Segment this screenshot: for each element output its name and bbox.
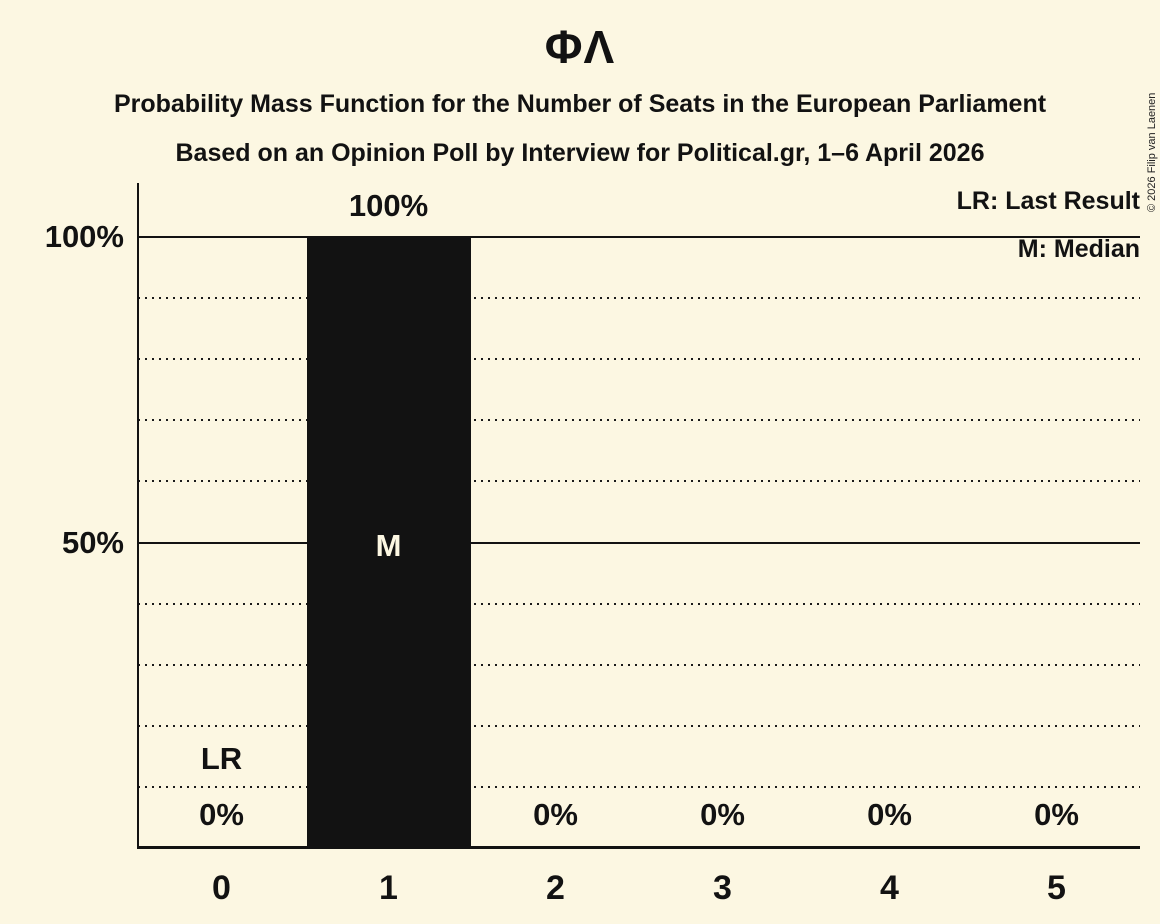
gridline-70pct <box>138 419 1140 421</box>
last-result-marker: LR <box>200 741 243 776</box>
copyright-notice: © 2026 Filip van Laenen <box>1146 92 1158 212</box>
x-tick-1: 1 <box>379 869 398 907</box>
median-marker: M <box>375 528 402 563</box>
x-tick-2: 2 <box>546 869 565 907</box>
bar-value-label-seats-0: 0% <box>199 797 244 832</box>
gridline-90pct <box>138 297 1140 299</box>
legend-median: M: Median <box>1017 235 1140 263</box>
gridline-60pct <box>138 480 1140 482</box>
gridline-10pct <box>138 786 1140 788</box>
chart-title: ΦΛ <box>544 21 616 73</box>
y-tick-50pct: 50% <box>61 525 124 560</box>
gridline-40pct <box>138 603 1140 605</box>
chart-subtitle: Probability Mass Function for the Number… <box>113 90 1047 118</box>
legend-last-result: LR: Last Result <box>956 187 1140 215</box>
gridline-50pct <box>138 542 1140 544</box>
bar-value-label-seats-1: 100% <box>348 188 429 223</box>
x-axis-line <box>137 846 1140 849</box>
bar-value-label-seats-2: 0% <box>533 797 578 832</box>
chart-poll-source-line: Based on an Opinion Poll by Interview fo… <box>175 139 985 167</box>
y-tick-100pct: 100% <box>44 219 124 254</box>
gridline-30pct <box>138 664 1140 666</box>
bar-seats-1 <box>307 238 471 848</box>
bar-value-label-seats-5: 0% <box>1034 797 1079 832</box>
x-tick-5: 5 <box>1047 869 1066 907</box>
x-tick-3: 3 <box>713 869 732 907</box>
gridline-20pct <box>138 725 1140 727</box>
gridline-80pct <box>138 358 1140 360</box>
y-axis-line <box>137 183 139 848</box>
bar-value-label-seats-3: 0% <box>700 797 745 832</box>
x-tick-4: 4 <box>880 869 899 907</box>
x-tick-0: 0 <box>212 869 231 907</box>
gridline-100pct <box>138 236 1140 238</box>
bar-value-label-seats-4: 0% <box>867 797 912 832</box>
